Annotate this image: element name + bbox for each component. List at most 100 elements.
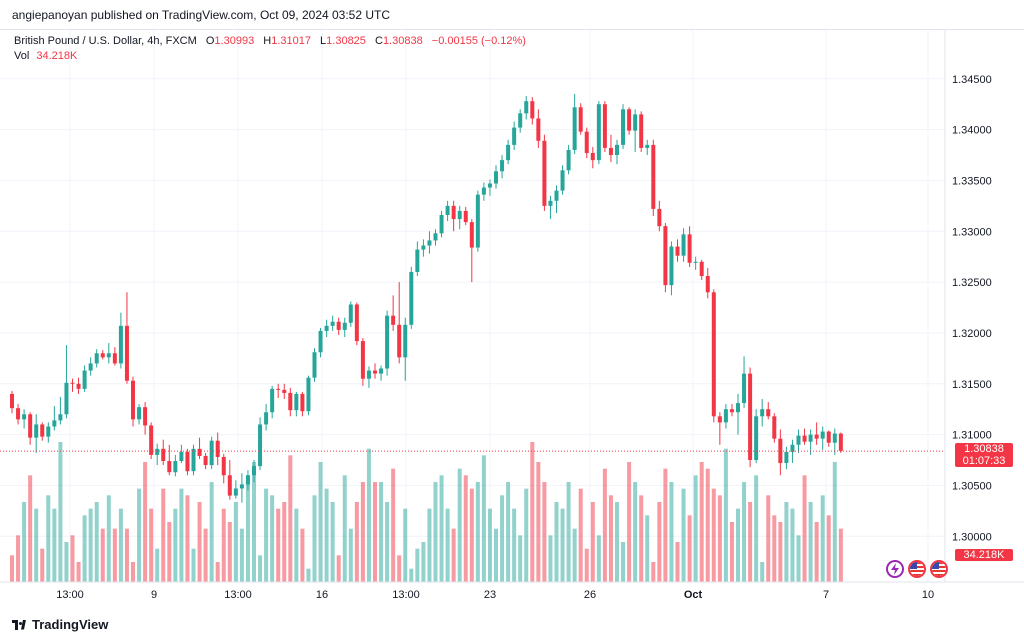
lightning-icon[interactable] (886, 560, 904, 578)
candle-body (518, 113, 523, 128)
candle-body (118, 325, 123, 364)
volume-bar (324, 488, 329, 582)
volume-bar (203, 528, 208, 582)
volume-bar (602, 468, 607, 582)
candle-body (264, 412, 269, 425)
legend-ohlc-row: British Pound / U.S. Dollar, 4h, FXCM O1… (14, 34, 526, 49)
volume-bar (112, 528, 117, 582)
candle-body (252, 466, 256, 476)
volume-bar (173, 508, 178, 582)
candle-body (627, 109, 632, 131)
volume-label[interactable]: Vol (14, 50, 30, 62)
symbol-name[interactable]: British Pound / U.S. Dollar, 4h, FXCM (14, 35, 197, 47)
candle-body (554, 190, 559, 201)
candle-body (131, 380, 135, 420)
volume-value: 34.218K (36, 50, 78, 62)
candle-body (814, 434, 819, 439)
candle-body (270, 388, 275, 413)
volume-bar (155, 548, 160, 582)
volume-bar (669, 482, 674, 582)
volume-bar (245, 475, 250, 582)
candle-body (615, 144, 619, 156)
volume-bar (143, 462, 148, 582)
candle-body (663, 226, 668, 286)
volume-bar (542, 482, 547, 582)
change-value: −0.00155 (−0.12%) (431, 35, 526, 47)
candle-body (34, 424, 39, 438)
candle-body (82, 370, 87, 389)
volume-bar (348, 528, 353, 582)
volume-bar (227, 522, 232, 582)
volume-bar (64, 542, 69, 582)
volume-bar (663, 468, 668, 582)
time-axis[interactable]: 13:00 9 13:00 16 13:00 23 26 Oct 7 10 (56, 589, 934, 601)
candlestick-chart[interactable]: 1.34500 1.34000 1.33500 1.33000 1.32500 1.320… (0, 30, 1024, 611)
candle-body (330, 321, 335, 326)
time-tick-label: 7 (823, 589, 829, 601)
volume-bar (608, 495, 613, 582)
candle-body (439, 215, 444, 234)
candle-body (379, 368, 384, 374)
time-tick-label: 9 (151, 589, 157, 601)
volume-bar (760, 562, 765, 582)
candle-body (348, 304, 353, 323)
volume-bar (621, 542, 626, 582)
volume-bar (16, 535, 21, 582)
volume-bar (481, 455, 486, 582)
volume-badge: 34.218K (955, 549, 1013, 561)
candle-body (409, 271, 414, 325)
volume-bar (124, 528, 129, 582)
candle-body (354, 304, 359, 342)
volume-bar (252, 462, 256, 582)
volume-bar (729, 522, 734, 582)
volume-bar (463, 475, 468, 582)
volume-bar (306, 568, 311, 582)
close-value: 1.30838 (382, 35, 423, 47)
candle-body (693, 261, 698, 263)
volume-bar (439, 475, 444, 582)
volume-bar (451, 528, 456, 582)
candle-body (772, 416, 777, 439)
volume-bar (657, 502, 662, 582)
volume-bar (633, 482, 638, 582)
price-tick-label: 1.30000 (952, 531, 992, 543)
volume-bar (832, 462, 837, 582)
publisher-text: angiepanoyan published on TradingView.co… (12, 8, 391, 22)
candle-body (645, 144, 650, 148)
candle-body (572, 107, 577, 150)
candle-body (179, 451, 184, 462)
price-tick-label: 1.32500 (952, 277, 992, 289)
candle-body (282, 389, 287, 393)
price-tick-label: 1.30500 (952, 480, 992, 492)
volume-bar (826, 515, 831, 582)
us-flag-icon[interactable] (930, 560, 948, 578)
candle-body (457, 210, 462, 220)
candle-body (173, 461, 178, 473)
chart-area[interactable]: 1.34500 1.34000 1.33500 1.33000 1.32500 1.320… (0, 30, 1024, 641)
volume-bar (221, 508, 226, 582)
candle-body (687, 234, 692, 263)
volume-bar (808, 502, 813, 582)
volume-bar (88, 508, 93, 582)
us-flag-icon[interactable] (908, 560, 926, 578)
close-label: C (374, 35, 383, 47)
candle-body (360, 341, 365, 379)
volume-bar (530, 442, 535, 582)
candle-body (500, 160, 505, 172)
volume-bar (639, 495, 644, 582)
volume-bar (717, 495, 722, 582)
legend-volume-row: Vol 34.218K (14, 49, 526, 64)
candle-body (723, 409, 728, 423)
price-axis[interactable]: 1.34500 1.34000 1.33500 1.33000 1.32500 1.320… (952, 74, 992, 543)
volume-bar (149, 508, 154, 582)
brand-name: TradingView (32, 617, 109, 632)
candle-body (542, 140, 547, 206)
candle-body (487, 183, 492, 188)
candle-body (651, 144, 656, 209)
volume-bar (705, 468, 710, 582)
candle-body (512, 127, 517, 145)
volume-bar (282, 502, 287, 582)
volume-bar (276, 508, 281, 582)
volume-bar (94, 502, 99, 582)
tradingview-logo[interactable]: TradingView (12, 617, 108, 632)
